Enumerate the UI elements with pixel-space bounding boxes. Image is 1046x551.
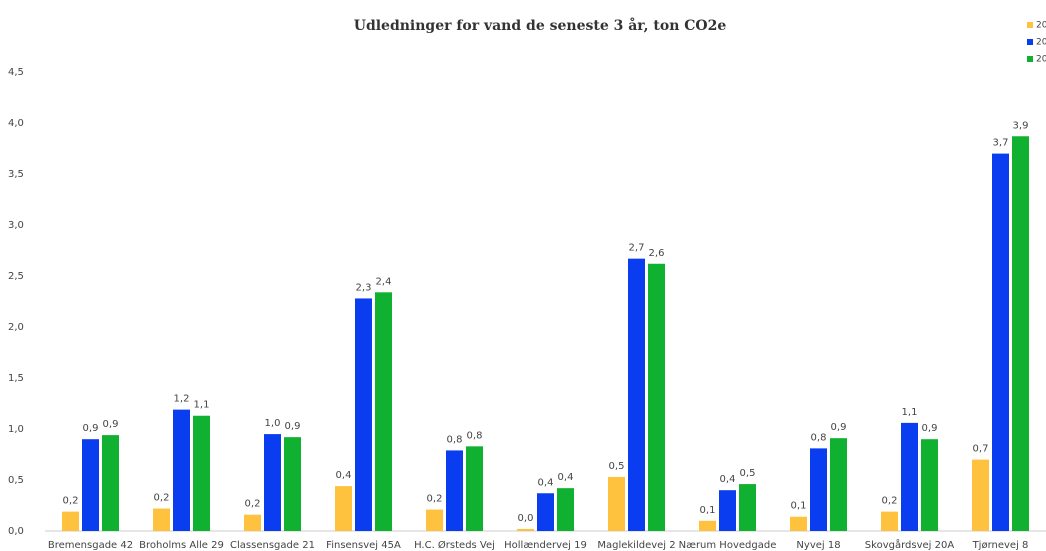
data-label: 0,9 — [103, 419, 119, 430]
data-label: 0,2 — [63, 496, 79, 507]
bar — [830, 438, 847, 531]
y-tick-label: 0,5 — [8, 475, 24, 486]
data-label: 0,2 — [245, 499, 261, 510]
bar — [335, 486, 352, 531]
data-label: 0,0 — [518, 513, 534, 524]
bar — [153, 508, 170, 531]
bar — [810, 448, 827, 531]
y-tick-label: 4,0 — [8, 118, 24, 129]
data-label: 2,4 — [376, 276, 392, 287]
x-tick-label: Classensgade 21 — [230, 540, 315, 551]
data-label: 0,5 — [609, 461, 625, 472]
data-label: 0,9 — [83, 423, 99, 434]
bar — [790, 516, 807, 531]
data-label: 0,9 — [285, 421, 301, 432]
bar — [284, 437, 301, 531]
data-label: 0,9 — [922, 423, 938, 434]
data-label: 0,8 — [467, 430, 483, 441]
x-tick-label: Skovgårdsvej 20A — [865, 538, 955, 551]
data-label: 3,9 — [1013, 120, 1029, 131]
y-tick-label: 2,5 — [8, 271, 24, 282]
bar — [426, 509, 443, 531]
bar — [517, 528, 534, 531]
bar — [648, 263, 665, 531]
data-label: 2,6 — [649, 248, 665, 259]
bar — [557, 488, 574, 531]
legend-label: 20 — [1036, 21, 1046, 31]
bar — [446, 450, 463, 531]
data-label: 1,1 — [902, 407, 918, 418]
bar — [881, 511, 898, 531]
data-label: 0,2 — [427, 494, 443, 505]
bar — [375, 292, 392, 531]
data-label: 0,9 — [831, 422, 847, 433]
bar — [537, 493, 554, 531]
data-label: 0,2 — [154, 493, 170, 504]
y-tick-label: 0,0 — [8, 526, 24, 537]
data-label: 1,1 — [194, 400, 210, 411]
bar — [1012, 136, 1029, 531]
data-label: 0,1 — [700, 505, 716, 516]
bar — [466, 446, 483, 531]
bar — [628, 258, 645, 531]
bar — [244, 514, 261, 531]
data-label: 0,7 — [973, 444, 989, 455]
data-label: 1,0 — [265, 418, 281, 429]
bar — [739, 484, 756, 531]
bar — [699, 520, 716, 531]
bar — [901, 422, 918, 531]
bar — [173, 409, 190, 531]
bar — [921, 439, 938, 531]
bar — [608, 476, 625, 531]
data-label: 0,2 — [882, 496, 898, 507]
legend-swatch — [1027, 39, 1033, 45]
bar — [62, 511, 79, 531]
data-label: 0,4 — [538, 477, 554, 488]
x-tick-label: Nærum Hovedgade — [679, 540, 777, 551]
data-label: 0,4 — [720, 474, 736, 485]
y-tick-label: 2,0 — [8, 322, 24, 333]
x-tick-label: Tjørnevej 8 — [972, 540, 1029, 551]
chart-title: Udledninger for vand de seneste 3 år, to… — [354, 16, 727, 34]
bar — [193, 415, 210, 531]
data-label: 0,8 — [811, 432, 827, 443]
legend-label: 20 — [1036, 38, 1046, 48]
data-label: 0,1 — [791, 501, 807, 512]
bar — [719, 490, 736, 531]
x-tick-label: Maglekildevej 2 — [597, 540, 675, 551]
y-tick-label: 1,5 — [8, 373, 24, 384]
legend-swatch — [1027, 22, 1033, 28]
legend-swatch — [1027, 56, 1033, 62]
data-label: 3,7 — [993, 138, 1009, 149]
y-tick-label: 4,5 — [8, 67, 24, 78]
data-label: 2,7 — [629, 243, 645, 254]
x-tick-label: Bremensgade 42 — [48, 540, 133, 551]
x-tick-label: Hollændervej 19 — [504, 540, 587, 551]
x-tick-label: Broholms Alle 29 — [139, 540, 224, 551]
x-tick-label: Nyvej 18 — [796, 540, 840, 551]
data-label: 1,2 — [174, 394, 190, 405]
data-label: 0,8 — [447, 434, 463, 445]
x-tick-label: Finsensvej 45A — [326, 540, 401, 551]
data-label: 0,5 — [740, 468, 756, 479]
y-tick-label: 3,0 — [8, 220, 24, 231]
legend-label: 20 — [1036, 55, 1046, 65]
bar — [972, 459, 989, 531]
bar — [82, 439, 99, 531]
y-tick-label: 3,5 — [8, 169, 24, 180]
y-tick-label: 1,0 — [8, 424, 24, 435]
bar — [102, 435, 119, 531]
bar — [264, 434, 281, 531]
data-label: 0,4 — [558, 472, 574, 483]
data-label: 2,3 — [356, 282, 372, 293]
x-tick-label: H.C. Ørsteds Vej — [414, 539, 495, 551]
bar — [355, 298, 372, 531]
data-label: 0,4 — [336, 470, 352, 481]
bar — [992, 153, 1009, 531]
